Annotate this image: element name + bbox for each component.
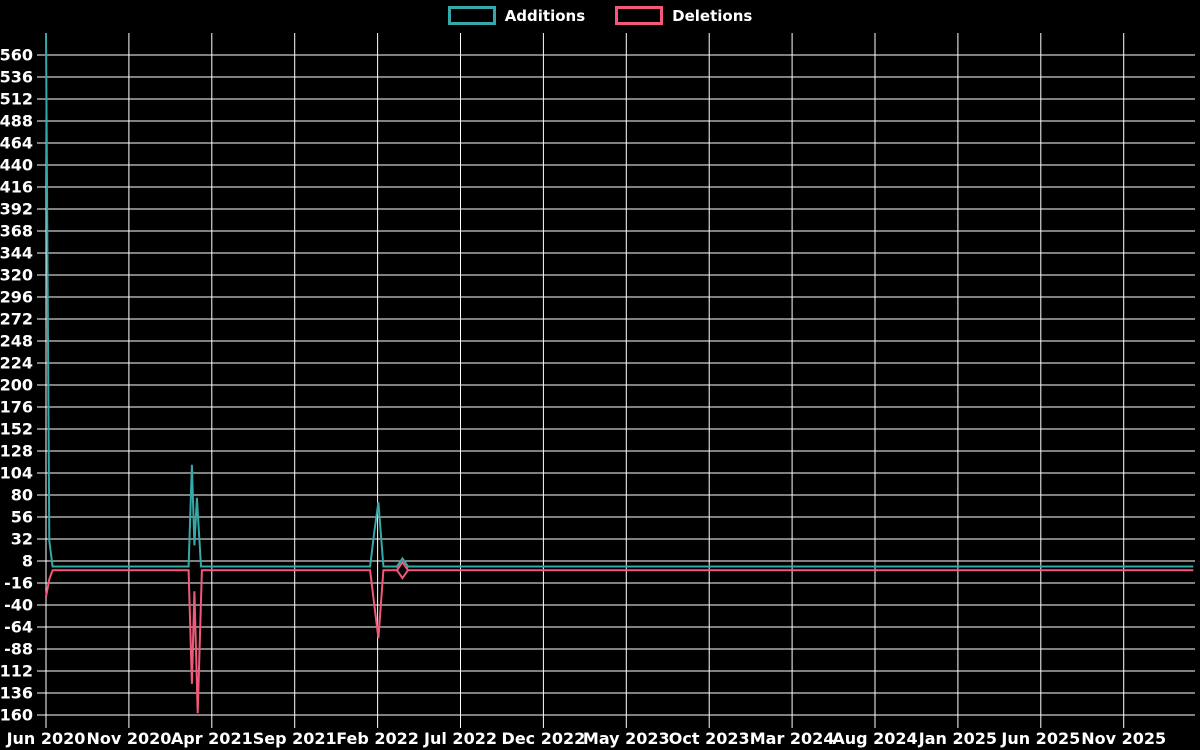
y-gridlines bbox=[37, 54, 1195, 716]
y-tick-label: -136 bbox=[0, 684, 33, 703]
additions-line bbox=[45, 32, 1194, 568]
y-tick-label: 296 bbox=[0, 288, 33, 307]
y-tick-label: 80 bbox=[11, 486, 33, 505]
y-tick-label: 200 bbox=[0, 376, 33, 395]
x-tick-label: Apr 2021 bbox=[171, 729, 253, 748]
x-tick-label: Oct 2023 bbox=[669, 729, 750, 748]
y-tick-label: 560 bbox=[0, 46, 33, 65]
x-tick-label: Jul 2022 bbox=[423, 729, 497, 748]
y-tick-label: 128 bbox=[0, 442, 33, 461]
x-tick-label: Nov 2025 bbox=[1081, 729, 1166, 748]
y-tick-label: 416 bbox=[0, 178, 33, 197]
x-tick-label: Jun 2020 bbox=[6, 729, 86, 748]
y-tick-label: 56 bbox=[11, 508, 33, 527]
y-tick-label: -64 bbox=[4, 618, 33, 637]
y-tick-label: 32 bbox=[11, 530, 33, 549]
legend-item-deletions[interactable]: Deletions bbox=[615, 6, 752, 25]
y-tick-label: 440 bbox=[0, 156, 33, 175]
deletions-swatch-icon bbox=[615, 6, 664, 25]
x-tick-label: Dec 2022 bbox=[502, 729, 586, 748]
x-tick-label: Mar 2024 bbox=[750, 729, 835, 748]
y-tick-label: 224 bbox=[0, 354, 33, 373]
x-gridlines bbox=[45, 33, 1125, 728]
y-tick-label: -160 bbox=[0, 706, 33, 725]
y-tick-label: 272 bbox=[0, 310, 33, 329]
y-tick-label: 368 bbox=[0, 222, 33, 241]
x-tick-label: Jan 2025 bbox=[918, 729, 997, 748]
deletions-point-diamond-icon bbox=[395, 560, 410, 580]
legend-label-additions: Additions bbox=[504, 6, 586, 25]
y-tick-label: -16 bbox=[4, 574, 33, 593]
y-tick-label: -88 bbox=[4, 640, 33, 659]
y-tick-label: 512 bbox=[0, 90, 33, 109]
x-tick-label: Jun 2025 bbox=[1000, 729, 1080, 748]
x-axis-tick-labels: Jun 2020 Nov 2020 Apr 2021 Sep 2021 Feb 2022… bbox=[6, 729, 1167, 748]
legend-label-deletions: Deletions bbox=[672, 6, 753, 25]
x-tick-label: Aug 2024 bbox=[832, 729, 917, 748]
y-tick-label: 488 bbox=[0, 112, 33, 131]
additions-swatch-icon bbox=[447, 6, 496, 25]
y-tick-label: 536 bbox=[0, 68, 33, 87]
x-tick-label: Nov 2020 bbox=[86, 729, 171, 748]
y-tick-label: 8 bbox=[22, 552, 33, 571]
y-axis-tick-labels: 560 536 512 488 464 440 416 392 368 344 320 296 272 2… bbox=[0, 46, 33, 725]
y-tick-label: 464 bbox=[0, 134, 33, 153]
y-tick-label: 392 bbox=[0, 200, 33, 219]
y-tick-label: 344 bbox=[0, 244, 33, 263]
y-tick-label: -112 bbox=[0, 662, 33, 681]
y-tick-label: 320 bbox=[0, 266, 33, 285]
legend-item-additions[interactable]: Additions bbox=[447, 6, 586, 25]
y-tick-label: 152 bbox=[0, 420, 33, 439]
deletions-line bbox=[45, 569, 1194, 714]
y-tick-label: 104 bbox=[0, 464, 33, 483]
y-tick-label: 248 bbox=[0, 332, 33, 351]
y-tick-label: 176 bbox=[0, 398, 33, 417]
chart-legend: Additions Deletions bbox=[0, 6, 1200, 25]
x-tick-label: Feb 2022 bbox=[336, 729, 419, 748]
x-tick-label: Sep 2021 bbox=[253, 729, 337, 748]
highlight-diamond-marker[interactable] bbox=[395, 556, 410, 580]
x-tick-label: May 2023 bbox=[583, 729, 670, 748]
y-tick-label: -40 bbox=[4, 596, 33, 615]
